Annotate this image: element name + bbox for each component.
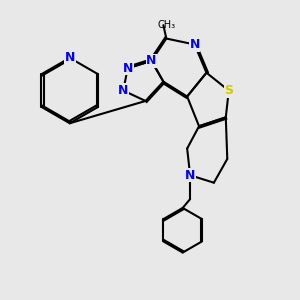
Text: N: N xyxy=(185,169,195,182)
Text: N: N xyxy=(146,54,157,67)
Text: S: S xyxy=(224,84,233,97)
Text: N: N xyxy=(189,38,200,51)
Text: CH₃: CH₃ xyxy=(157,20,176,30)
Text: N: N xyxy=(122,62,133,75)
Text: N: N xyxy=(64,51,75,64)
Text: N: N xyxy=(118,84,128,97)
